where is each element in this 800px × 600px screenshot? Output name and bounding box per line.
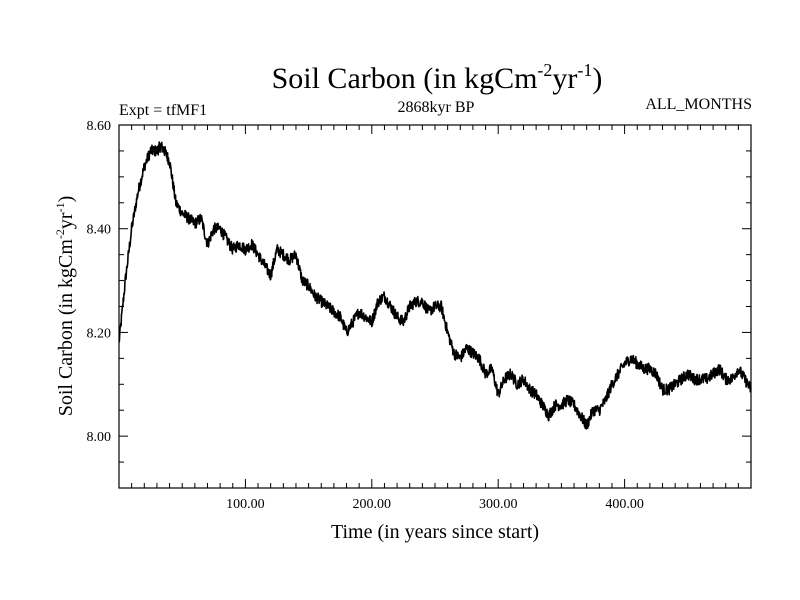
series-line-0 bbox=[118, 141, 752, 430]
chart-title-close: ) bbox=[592, 62, 602, 95]
y-tick-label: 8.40 bbox=[87, 223, 112, 238]
x-axis-label: Time (in years since start) bbox=[331, 521, 539, 543]
chart-title-mid: yr bbox=[552, 62, 577, 95]
subtitle-left: Expt = tfMF1 bbox=[119, 102, 207, 119]
y-tick-label: 8.00 bbox=[87, 430, 112, 445]
x-tick-label: 100.00 bbox=[226, 497, 265, 512]
y-axis-label: Soil Carbon (in kgCm-2yr-1) bbox=[53, 196, 77, 417]
y-axis-label-exponent-1: -2 bbox=[53, 229, 67, 239]
x-tick-label: 200.00 bbox=[353, 497, 392, 512]
chart-title-exponent-2: -1 bbox=[577, 60, 592, 80]
y-axis-label-mid: yr bbox=[55, 212, 77, 229]
axis-ticks: 100.00 200.00 300.00 400.00 8.00 8.20 8.40 8.60 bbox=[87, 119, 751, 512]
y-axis-label-main: Soil Carbon (in kgCm bbox=[55, 239, 77, 417]
series-layer bbox=[118, 141, 752, 430]
chart-title-exponent-1: -2 bbox=[537, 60, 552, 80]
chart-title: Soil Carbon (in kgCm-2yr-1) bbox=[272, 60, 603, 95]
y-tick-label: 8.60 bbox=[87, 119, 112, 134]
x-tick-label: 400.00 bbox=[605, 497, 644, 512]
subtitle-center: 2868kyr BP bbox=[398, 99, 475, 116]
y-tick-label: 8.20 bbox=[87, 326, 112, 341]
x-tick-label: 300.00 bbox=[479, 497, 518, 512]
chart-title-main: Soil Carbon (in kgCm bbox=[272, 62, 538, 95]
y-axis-label-close: ) bbox=[55, 196, 77, 203]
subtitle-right: ALL_MONTHS bbox=[645, 96, 752, 113]
y-axis-label-exponent-2: -1 bbox=[53, 202, 67, 212]
